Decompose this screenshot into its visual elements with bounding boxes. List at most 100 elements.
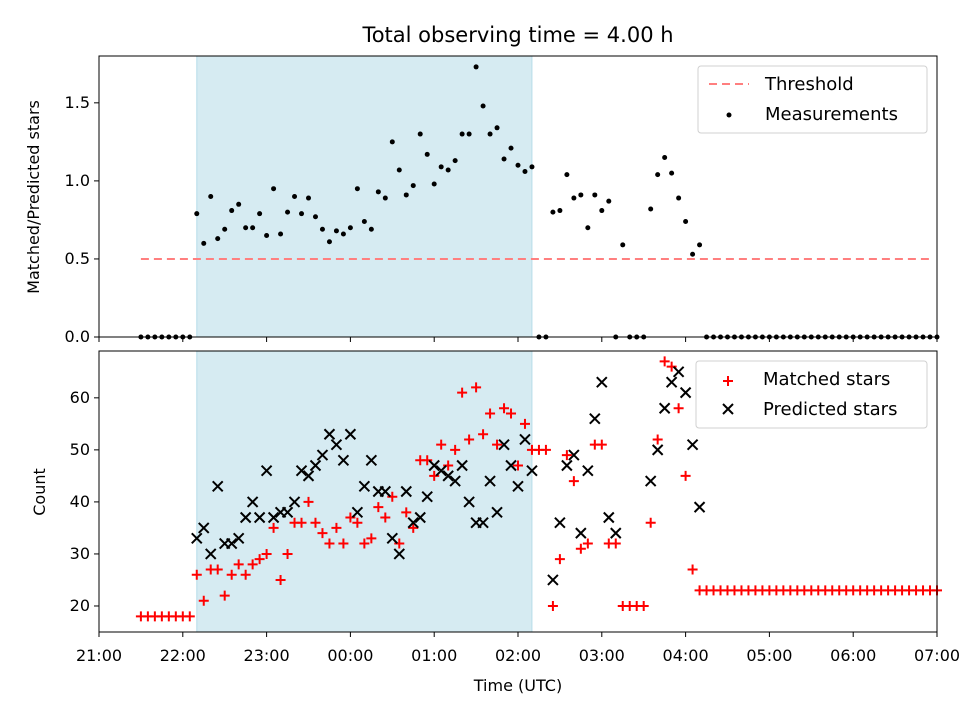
predicted-star-point xyxy=(554,517,566,529)
measurement-point xyxy=(396,167,402,173)
matched-star-point xyxy=(191,569,202,580)
predicted-star-point xyxy=(658,402,671,414)
predicted-star-point xyxy=(302,470,315,482)
matched-star-point xyxy=(499,403,510,414)
predicted-star-point xyxy=(547,574,559,586)
matched-star-point xyxy=(610,538,621,549)
predicted-star-point xyxy=(491,506,503,519)
matched-star-point xyxy=(198,595,209,606)
matched-star-point xyxy=(240,569,251,580)
measurement-point xyxy=(333,228,339,234)
measurement-point xyxy=(620,242,626,248)
legend-predicted-label: Predicted stars xyxy=(763,399,897,420)
predicted-star-point xyxy=(351,506,364,519)
matched-star-point xyxy=(310,517,321,528)
matched-star-point xyxy=(380,512,391,523)
bottom-y-axis: 20 30 40 50 60 xyxy=(70,388,99,615)
measurement-point xyxy=(662,154,668,160)
top-y-axis-label: Matched/Predicted stars xyxy=(24,100,43,294)
predicted-star-point xyxy=(679,386,692,399)
matched-star-point xyxy=(659,356,670,367)
matched-star-point xyxy=(478,429,489,440)
top-y-tick-label: 1.0 xyxy=(65,171,90,190)
measurement-point xyxy=(473,64,479,70)
predicted-star-point xyxy=(477,517,489,529)
matched-star-point xyxy=(324,538,335,549)
matched-star-point xyxy=(366,533,377,544)
measurement-point xyxy=(264,233,270,239)
top-y-tick-label: 0.0 xyxy=(65,327,90,346)
matched-star-point xyxy=(673,403,684,414)
predicted-star-point xyxy=(582,464,594,477)
matched-star-point xyxy=(547,600,558,611)
measurement-point xyxy=(375,189,381,195)
legend-measurements-label: Measurements xyxy=(765,104,898,125)
predicted-star-point xyxy=(281,506,294,519)
measurement-point xyxy=(606,198,612,204)
matched-star-point xyxy=(254,554,265,565)
matched-star-point xyxy=(568,476,579,487)
matched-star-point xyxy=(561,450,572,461)
x-tick-label: 01:00 xyxy=(411,646,457,665)
predicted-star-point xyxy=(519,433,531,446)
matched-star-point xyxy=(338,538,349,549)
matched-star-point xyxy=(540,444,551,455)
measurement-point xyxy=(592,192,598,198)
chart-title: Total observing time = 4.00 h xyxy=(361,23,673,47)
matched-star-point xyxy=(687,564,698,575)
predicted-star-point xyxy=(610,527,622,539)
measurement-point xyxy=(487,131,493,137)
matched-star-point xyxy=(261,548,272,559)
measurement-point xyxy=(201,240,207,246)
measurement-point xyxy=(683,218,689,224)
legend-matched-swatch xyxy=(723,376,733,386)
measurement-point xyxy=(697,242,703,248)
measurement-point xyxy=(292,194,298,199)
measurement-point xyxy=(452,158,458,164)
x-axis-label: Time (UTC) xyxy=(473,676,562,695)
predicted-star-point xyxy=(575,527,587,539)
measurement-point xyxy=(403,192,409,198)
measurement-point xyxy=(676,195,682,201)
matched-star-point xyxy=(317,528,328,539)
matched-star-point xyxy=(554,554,565,565)
predicted-star-point xyxy=(198,522,210,534)
predicted-star-point xyxy=(246,496,259,508)
predicted-star-point xyxy=(330,438,343,451)
measurement-point xyxy=(648,206,654,212)
matched-star-point xyxy=(464,434,475,445)
bottom-legend-box xyxy=(695,360,928,429)
measurement-point xyxy=(389,139,395,145)
x-tick-label: 03:00 xyxy=(579,646,625,665)
matched-star-point xyxy=(422,455,433,466)
bottom-y-axis-label: Count xyxy=(30,468,49,516)
x-tick-label: 21:00 xyxy=(76,646,122,665)
legend-predicted-swatch xyxy=(722,403,734,415)
predicted-star-point xyxy=(393,548,405,560)
measurement-point xyxy=(459,131,465,137)
matched-star-point xyxy=(331,522,342,533)
top-shaded-interval xyxy=(196,55,533,338)
predicted-star-point xyxy=(644,475,657,487)
measurement-point xyxy=(529,164,535,170)
measurement-point xyxy=(417,131,423,137)
measurement-point xyxy=(508,145,514,151)
bottom-panel: 20 30 40 50 60 21:00 22:00 23:00 00:00 01:00 02:0… xyxy=(30,350,960,695)
measurement-point xyxy=(501,156,507,162)
predicted-star-point xyxy=(205,548,217,560)
top-y-tick-label: 1.5 xyxy=(65,93,90,112)
measurement-point xyxy=(585,225,591,231)
measurement-point xyxy=(222,226,228,232)
matched-star-point xyxy=(645,517,656,528)
measurement-point xyxy=(515,162,521,168)
matched-star-point xyxy=(582,538,593,549)
matched-star-point xyxy=(212,564,223,575)
matched-star-point xyxy=(296,517,307,528)
predicted-star-point xyxy=(288,496,301,508)
measurement-point xyxy=(368,226,374,232)
predicted-star-point xyxy=(407,517,419,529)
matched-star-point xyxy=(506,408,517,419)
predicted-star-point xyxy=(526,464,538,477)
matched-star-point xyxy=(666,361,677,372)
